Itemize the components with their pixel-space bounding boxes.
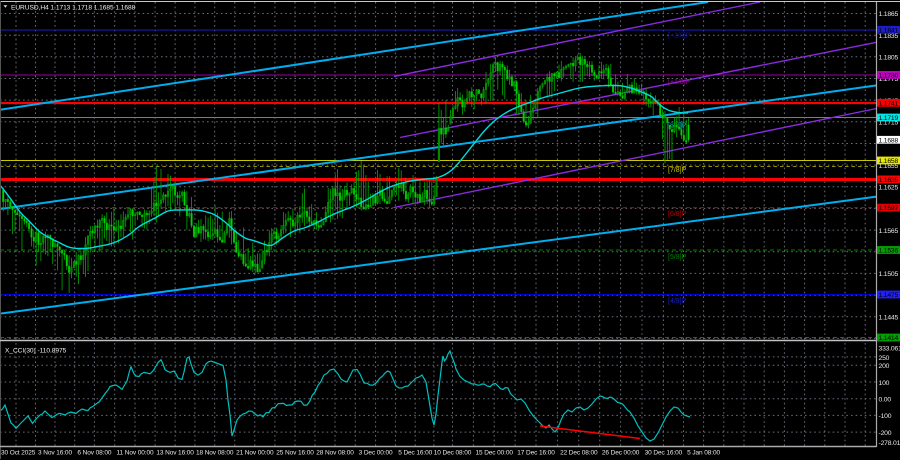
svg-text:1.1414: 1.1414 <box>879 335 899 342</box>
svg-text:1.1635: 1.1635 <box>879 177 899 184</box>
svg-text:1.1835: 1.1835 <box>879 33 899 40</box>
svg-text:[7/8]P: [7/8]P <box>668 167 687 174</box>
svg-text:100: 100 <box>879 380 890 387</box>
svg-text:1.1688: 1.1688 <box>879 137 899 144</box>
svg-text:21 Nov 00:00: 21 Nov 00:00 <box>236 450 274 457</box>
svg-text:200: 200 <box>879 363 890 370</box>
svg-text:1.1865: 1.1865 <box>879 11 899 18</box>
svg-text:1.1741: 1.1741 <box>879 100 899 107</box>
svg-text:[6/8]P: [6/8]P <box>668 211 687 218</box>
svg-text:250: 250 <box>879 355 890 362</box>
svg-text:1.1625: 1.1625 <box>879 185 899 192</box>
svg-text:EURUSD,H4 1.1713 1.1718 1.168: EURUSD,H4 1.1713 1.1718 1.1685 1.1688 <box>11 4 136 11</box>
svg-text:[5/8]P: [5/8]P <box>668 254 687 261</box>
svg-text:333.061: 333.061 <box>879 345 900 352</box>
svg-text:1.1841: 1.1841 <box>879 27 899 34</box>
svg-text:11 Nov 00:00: 11 Nov 00:00 <box>117 450 154 457</box>
svg-text:X_CCI(30) -110.8975: X_CCI(30) -110.8975 <box>5 347 67 354</box>
svg-text:5 Jan 08:00: 5 Jan 08:00 <box>687 450 720 457</box>
svg-text:-278.013: -278.013 <box>879 440 900 447</box>
svg-text:1.1505: 1.1505 <box>879 271 899 278</box>
svg-text:1.1719: 1.1719 <box>879 115 899 122</box>
svg-text:22 Dec 08:00: 22 Dec 08:00 <box>560 450 598 457</box>
svg-text:15 Dec 00:00: 15 Dec 00:00 <box>475 450 513 457</box>
svg-text:5 Dec 16:00: 5 Dec 16:00 <box>398 450 432 457</box>
svg-text:26 Dec 00:00: 26 Dec 00:00 <box>602 450 640 457</box>
svg-text:13 Nov 16:00: 13 Nov 16:00 <box>156 450 194 457</box>
svg-text:1.1715: 1.1715 <box>879 119 899 126</box>
svg-text:30 Dec 16:00: 30 Dec 16:00 <box>645 450 683 457</box>
svg-text:1.1445: 1.1445 <box>879 315 899 322</box>
svg-text:3 Nov 16:00: 3 Nov 16:00 <box>38 450 72 457</box>
svg-text:0.00: 0.00 <box>879 397 892 404</box>
svg-text:1.1805: 1.1805 <box>879 54 899 61</box>
svg-text:1.1655: 1.1655 <box>879 163 899 170</box>
svg-text:10 Dec 08:00: 10 Dec 08:00 <box>434 450 472 457</box>
svg-text:30 Oct 2025: 30 Oct 2025 <box>1 450 36 457</box>
svg-text:18 Nov 08:00: 18 Nov 08:00 <box>196 450 234 457</box>
svg-text:1.1597: 1.1597 <box>879 205 899 212</box>
svg-text:25 Nov 16:00: 25 Nov 16:00 <box>276 450 314 457</box>
svg-text:3 Dec 00:00: 3 Dec 00:00 <box>359 450 393 457</box>
svg-text:17 Dec 16:00: 17 Dec 16:00 <box>517 450 555 457</box>
svg-text:[+2/8]P: [+2/8]P <box>668 33 691 40</box>
svg-text:1.1775: 1.1775 <box>879 76 899 83</box>
svg-text:1.1536: 1.1536 <box>879 248 899 255</box>
svg-text:1.1565: 1.1565 <box>879 228 899 235</box>
svg-text:-200: -200 <box>879 430 892 437</box>
svg-text:1.1475: 1.1475 <box>879 292 899 299</box>
svg-text:[+1/8]P: [+1/8]P <box>668 79 691 86</box>
svg-text:6 Nov 08:00: 6 Nov 08:00 <box>77 450 111 457</box>
svg-text:[4/8]P: [4/8]P <box>668 298 687 305</box>
svg-text:1.1780: 1.1780 <box>879 73 899 80</box>
svg-text:-100: -100 <box>879 413 892 420</box>
svg-text:28 Nov 08:00: 28 Nov 08:00 <box>316 450 354 457</box>
svg-text:1.1658: 1.1658 <box>879 158 899 165</box>
